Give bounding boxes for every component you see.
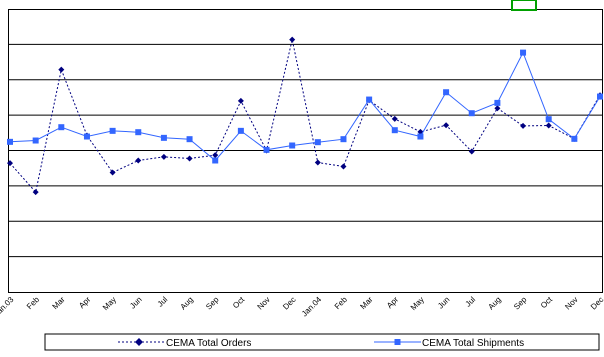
data-point [392,127,398,133]
series-line [10,53,600,161]
data-point [546,116,552,122]
data-point [443,89,449,95]
data-point [58,124,64,130]
data-point [315,159,321,165]
series-line [10,40,600,193]
data-point [340,163,346,169]
x-tick-label: Jun [436,295,451,310]
x-tick-label: Feb [333,295,350,312]
series-shipments [7,50,603,164]
x-tick-label: Sep [204,295,221,312]
data-point [135,157,141,163]
data-point [7,139,13,145]
data-point [315,139,321,145]
legend-label-shipments: CEMA Total Shipments [422,338,524,349]
data-point [494,105,500,111]
data-point [161,154,167,160]
x-tick-label: Sep [512,295,529,312]
x-tick-label: Apr [77,295,92,310]
x-tick-label: Apr [385,295,400,310]
legend: CEMA Total Orders CEMA Total Shipments [45,334,599,350]
data-point [417,134,423,140]
series-orders [7,37,603,195]
data-point [520,50,526,56]
data-point [289,143,295,149]
data-point [161,135,167,141]
data-point [238,128,244,134]
x-tick-label: Mar [358,295,374,311]
data-point [212,152,218,158]
data-point [212,157,218,163]
x-tick-label: Jan.03 [0,295,16,319]
corner-box [512,0,536,10]
x-tick-label: Feb [25,295,42,312]
data-point [366,97,372,103]
x-tick-label: Jul [156,295,170,309]
data-point [110,128,116,134]
data-point [33,189,39,195]
data-point [238,98,244,104]
x-tick-label: Dec [281,295,297,311]
data-point [58,67,64,73]
data-point [469,110,475,116]
x-tick-label: Nov [256,295,272,311]
x-tick-label: Aug [179,295,195,311]
x-tick-label: Oct [231,295,247,311]
data-point [571,136,577,142]
x-tick-label: Jun [128,295,143,310]
x-tick-label: Mar [51,295,67,311]
x-axis-tick-labels: Jan.03 Feb Mar Apr May Jun Jul Aug Sep Oct Nov Dec J… [0,295,604,319]
x-tick-label: May [409,295,426,312]
data-point [289,37,295,43]
x-tick-label: Nov [563,295,579,311]
x-tick-label: Jul [464,295,478,309]
data-point [264,147,270,153]
data-point [469,148,475,154]
series-layer [7,37,603,195]
x-tick-label: Oct [539,295,555,311]
data-point [520,123,526,129]
legend-label-orders: CEMA Total Orders [166,338,251,349]
data-point [340,136,346,142]
data-point [392,116,398,122]
data-point [7,160,13,166]
x-tick-label: Dec [589,295,604,311]
data-point [33,138,39,144]
data-point [546,123,552,129]
data-point [187,136,193,142]
data-point [443,122,449,128]
data-point [187,155,193,161]
data-point [135,129,141,135]
data-point [494,100,500,106]
x-tick-label: May [101,295,118,312]
data-point [84,134,90,140]
x-tick-label: Aug [486,295,502,311]
data-point [597,94,603,100]
x-tick-label: Jan.04 [300,295,324,319]
data-point [110,169,116,175]
